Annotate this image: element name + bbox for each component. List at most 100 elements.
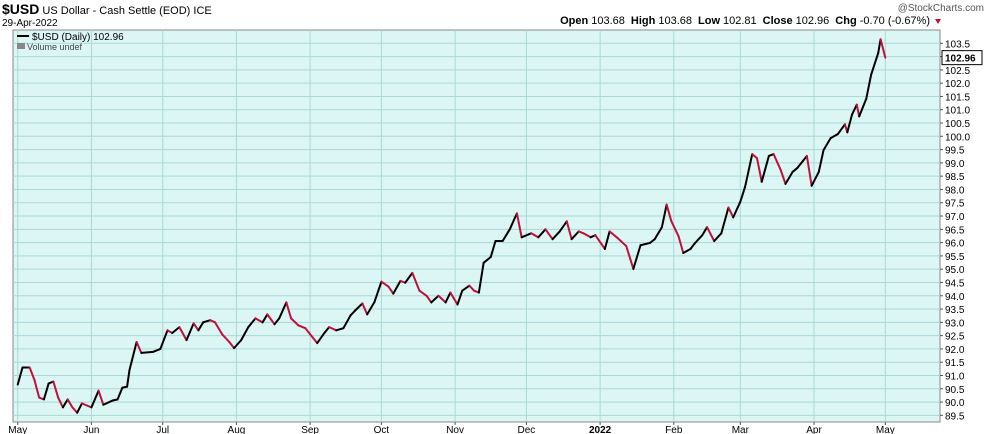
price-segment (582, 232, 592, 239)
legend-note: Volume undef (27, 42, 83, 52)
quote-value: 102.96 (796, 15, 830, 27)
price-segment (135, 341, 143, 354)
y-tick-label: 91.0 (945, 371, 965, 382)
price-segment (297, 324, 307, 330)
quote-value: 103.68 (658, 15, 692, 27)
last-price-label: 102.96 (945, 54, 976, 65)
price-segment (16, 366, 24, 386)
price-segment (537, 228, 547, 239)
y-tick-label: 103.5 (945, 39, 970, 50)
x-tick-label: May (876, 425, 895, 434)
quote-value: -0.70 (-0.67%) (860, 15, 930, 27)
price-segment (665, 203, 673, 223)
price-segment (594, 234, 606, 250)
price-segment (28, 366, 36, 381)
price-segment (228, 341, 236, 350)
y-tick-label: 92.0 (945, 345, 965, 356)
price-segment (285, 301, 293, 320)
price-segment (515, 212, 523, 239)
price-segment (744, 153, 754, 188)
y-tick-label: 102.5 (945, 66, 970, 77)
price-segment (615, 236, 628, 248)
y-tick-label: 102.0 (945, 79, 970, 90)
y-tick-label: 95.5 (945, 252, 965, 263)
price-segment (670, 220, 680, 238)
price-segment (677, 235, 685, 254)
price-segment (713, 232, 723, 243)
price-segment (751, 153, 758, 160)
x-tick-label: Jun (83, 425, 99, 434)
price-segment (694, 234, 704, 244)
price-segment (520, 232, 533, 239)
price-segment (727, 206, 735, 219)
price-segment (772, 153, 782, 172)
quote-value: 102.81 (723, 15, 757, 27)
x-tick-label: Mar (732, 425, 750, 434)
price-segment (221, 333, 231, 344)
price-segment (530, 232, 540, 239)
price-segment (304, 327, 312, 336)
y-tick-label: 99.5 (945, 146, 965, 157)
price-segment (846, 113, 854, 134)
quote-label: Open (560, 15, 588, 27)
price-segment (865, 73, 873, 100)
price-segment (247, 317, 257, 329)
price-segment (316, 331, 326, 345)
price-segment (273, 317, 281, 326)
price-segment (653, 226, 663, 241)
price-segment (755, 157, 763, 183)
price-segment (477, 261, 485, 294)
price-segment (603, 230, 611, 250)
x-tick-label: Aug (228, 425, 246, 434)
price-segment (126, 369, 131, 388)
y-tick-label: 97.5 (945, 199, 965, 210)
price-segment (342, 314, 352, 330)
header-line: $USD US Dollar - Cash Settle (EOD) ICE (2, 1, 212, 17)
x-tick-label: 2022 (589, 425, 612, 434)
price-segment (90, 389, 100, 409)
price-segment (639, 241, 652, 247)
watermark: @StockCharts.com (898, 3, 984, 14)
price-segment (489, 240, 497, 258)
quote-label: Low (698, 15, 720, 27)
x-tick-label: Nov (446, 425, 464, 434)
y-tick-label: 101.5 (945, 92, 970, 103)
price-segment (392, 279, 402, 295)
price-segment (140, 350, 155, 354)
price-segment (171, 326, 181, 334)
price-segment (290, 317, 300, 327)
x-tick-label: Jul (156, 425, 169, 434)
price-segment (128, 341, 138, 372)
price-segment (836, 123, 846, 136)
price-segment (328, 326, 338, 332)
price-segment (682, 247, 692, 254)
y-tick-label: 93.0 (945, 318, 965, 329)
symbol: $USD (2, 1, 39, 17)
price-segment (784, 170, 794, 185)
volume-swatch (17, 43, 25, 49)
price-segment (851, 103, 858, 116)
price-segment (261, 313, 269, 324)
price-segment (437, 294, 447, 304)
price-segment (810, 170, 820, 187)
plot-background (12, 29, 941, 423)
y-tick-label: 100.5 (945, 119, 970, 130)
price-segment (649, 238, 656, 244)
price-segment (197, 321, 205, 332)
price-segment (233, 339, 243, 350)
price-segment (879, 38, 887, 59)
price-segment (858, 97, 868, 118)
price-segment (791, 166, 799, 173)
price-segment (42, 382, 50, 401)
price-segment (61, 398, 69, 409)
price-segment (411, 271, 421, 292)
price-segment (551, 230, 561, 241)
y-tick-label: 95.0 (945, 265, 965, 276)
price-segment (544, 228, 554, 241)
date: 29-Apr-2022 (2, 18, 58, 29)
quote-label: High (631, 15, 656, 27)
price-segment (159, 329, 169, 350)
price-segment (202, 319, 212, 324)
price-segment (829, 133, 839, 140)
